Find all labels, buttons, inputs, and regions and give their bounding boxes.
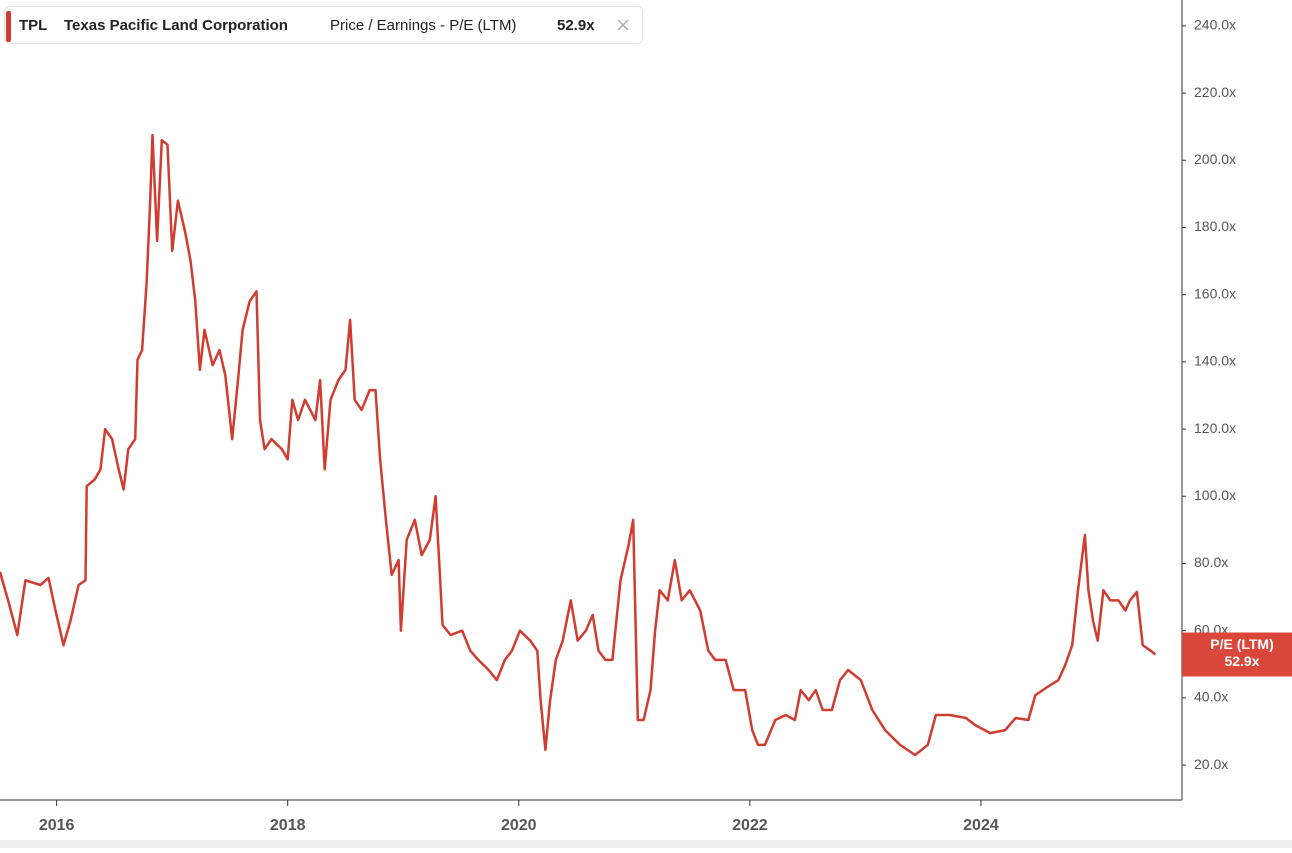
x-tick-label: 2020 — [501, 817, 537, 834]
bottom-strip — [0, 840, 1292, 848]
legend-box — [4, 6, 643, 44]
last-value-marker — [1182, 632, 1292, 677]
close-icon[interactable] — [617, 19, 629, 31]
y-tick-label: 180.0x — [1194, 218, 1236, 234]
plot — [0, 133, 1157, 757]
x-tick-label: 2022 — [732, 817, 768, 834]
last-value-label: 52.9x — [1224, 653, 1259, 669]
series-line — [0, 133, 1157, 757]
y-tick-label: 240.0x — [1194, 17, 1236, 33]
y-tick-label: 20.0x — [1194, 756, 1228, 772]
y-tick-label: 200.0x — [1194, 151, 1236, 167]
x-tick-label: 2024 — [963, 817, 999, 834]
company: Texas Pacific Land Corporation — [64, 17, 288, 34]
legend-swatch — [6, 11, 11, 42]
metric-value: 52.9x — [557, 17, 595, 34]
y-tick-label: 40.0x — [1194, 689, 1228, 705]
close-button[interactable] — [617, 19, 629, 31]
y-tick-label: 120.0x — [1194, 420, 1236, 436]
last-value-name: P/E (LTM) — [1210, 636, 1274, 652]
metric: Price / Earnings - P/E (LTM) — [330, 17, 516, 34]
y-tick-label: 100.0x — [1194, 487, 1236, 503]
y-tick-label: 160.0x — [1194, 285, 1236, 301]
y-tick-label: 140.0x — [1194, 353, 1236, 369]
x-tick-label: 2016 — [39, 817, 75, 834]
ticker: TPL — [19, 17, 47, 34]
y-tick-label: 220.0x — [1194, 84, 1236, 100]
x-tick-label: 2018 — [270, 817, 306, 834]
y-tick-label: 80.0x — [1194, 554, 1228, 570]
